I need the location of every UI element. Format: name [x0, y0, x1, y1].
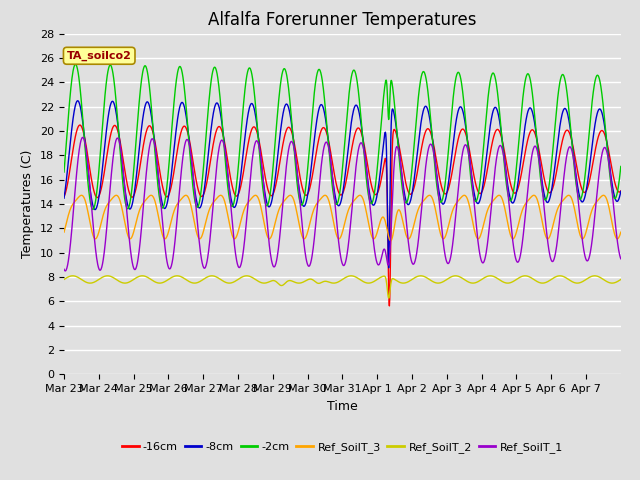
X-axis label: Time: Time — [327, 400, 358, 413]
Title: Alfalfa Forerunner Temperatures: Alfalfa Forerunner Temperatures — [208, 11, 477, 29]
Y-axis label: Temperatures (C): Temperatures (C) — [22, 150, 35, 258]
Text: TA_soilco2: TA_soilco2 — [67, 51, 132, 61]
Legend: -16cm, -8cm, -2cm, Ref_SoilT_3, Ref_SoilT_2, Ref_SoilT_1: -16cm, -8cm, -2cm, Ref_SoilT_3, Ref_Soil… — [117, 438, 568, 458]
